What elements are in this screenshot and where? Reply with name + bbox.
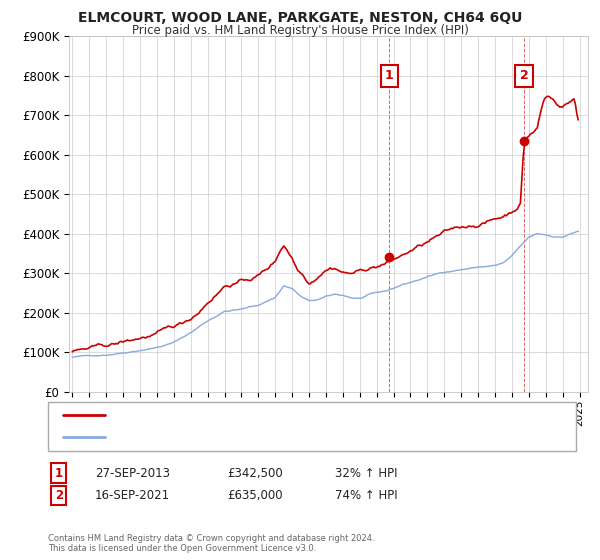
Text: 32% ↑ HPI: 32% ↑ HPI [335, 466, 397, 480]
Text: 27-SEP-2013: 27-SEP-2013 [95, 466, 170, 480]
Text: 1: 1 [55, 466, 63, 480]
Text: Contains HM Land Registry data © Crown copyright and database right 2024.
This d: Contains HM Land Registry data © Crown c… [48, 534, 374, 553]
Text: £342,500: £342,500 [227, 466, 283, 480]
Text: 16-SEP-2021: 16-SEP-2021 [95, 489, 170, 502]
Text: 1: 1 [385, 69, 394, 82]
Text: 2: 2 [520, 69, 529, 82]
Text: £635,000: £635,000 [227, 489, 283, 502]
Text: 2: 2 [55, 489, 63, 502]
Text: HPI: Average price, detached house, Cheshire West and Chester: HPI: Average price, detached house, Ches… [114, 432, 449, 442]
Text: ELMCOURT, WOOD LANE, PARKGATE, NESTON, CH64 6QU (detached house): ELMCOURT, WOOD LANE, PARKGATE, NESTON, C… [114, 410, 509, 421]
Text: ELMCOURT, WOOD LANE, PARKGATE, NESTON, CH64 6QU: ELMCOURT, WOOD LANE, PARKGATE, NESTON, C… [78, 11, 522, 25]
Text: 74% ↑ HPI: 74% ↑ HPI [335, 489, 397, 502]
Text: Price paid vs. HM Land Registry's House Price Index (HPI): Price paid vs. HM Land Registry's House … [131, 24, 469, 36]
